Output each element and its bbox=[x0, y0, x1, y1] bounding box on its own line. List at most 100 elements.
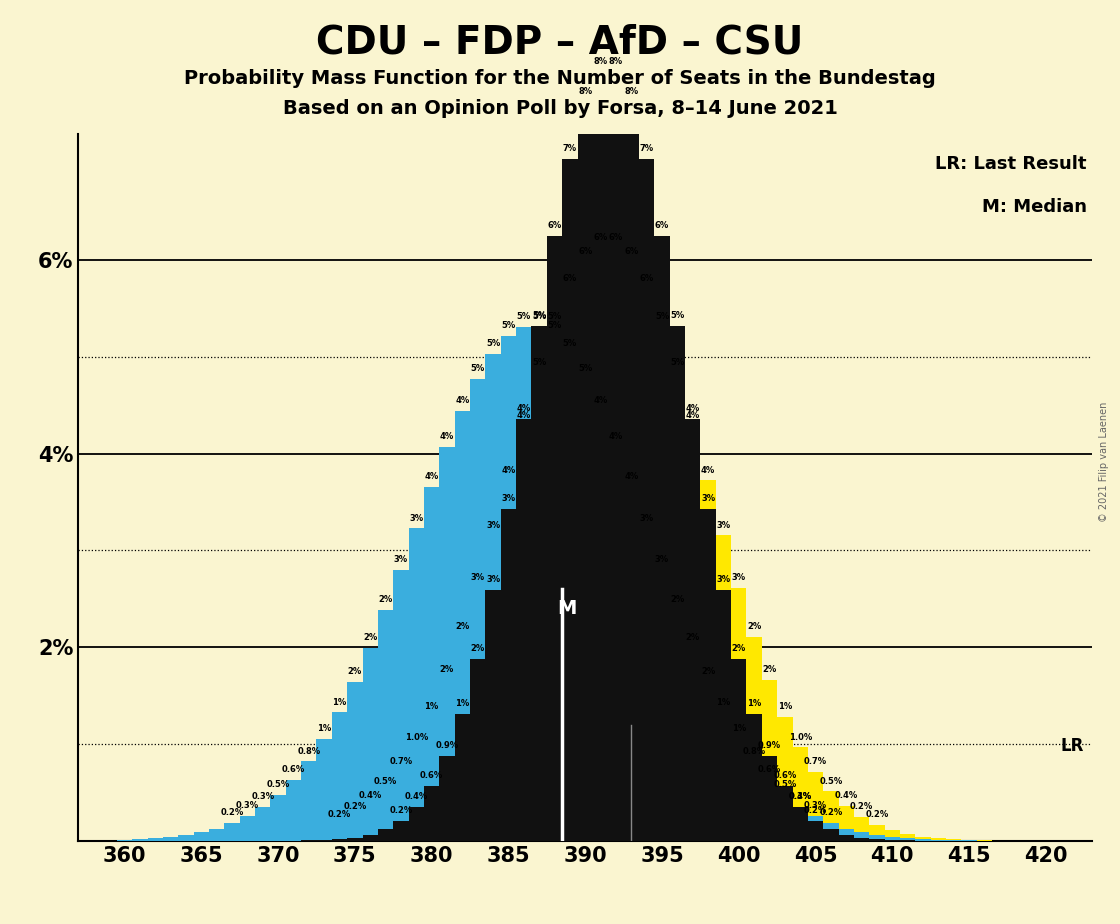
Text: 0.2%: 0.2% bbox=[850, 802, 874, 811]
Text: 0.2%: 0.2% bbox=[343, 802, 366, 811]
Text: 4%: 4% bbox=[455, 395, 469, 405]
Bar bbox=[746, 761, 762, 841]
Bar bbox=[547, 237, 562, 841]
Bar bbox=[409, 529, 424, 841]
Bar bbox=[255, 807, 270, 841]
Bar bbox=[915, 837, 931, 841]
Bar bbox=[685, 648, 700, 841]
Text: 0.2%: 0.2% bbox=[390, 806, 412, 815]
Bar bbox=[470, 588, 485, 841]
Bar bbox=[654, 570, 670, 841]
Text: 3%: 3% bbox=[502, 494, 515, 504]
Bar bbox=[470, 659, 485, 841]
Text: 2%: 2% bbox=[379, 595, 393, 604]
Text: 0.3%: 0.3% bbox=[804, 801, 828, 810]
Bar bbox=[501, 509, 516, 841]
Bar bbox=[685, 425, 700, 841]
Text: 5%: 5% bbox=[502, 321, 515, 330]
Bar bbox=[869, 825, 885, 841]
Bar bbox=[424, 786, 439, 841]
Bar bbox=[409, 807, 424, 841]
Bar bbox=[900, 834, 915, 841]
Bar bbox=[532, 373, 547, 841]
Bar bbox=[823, 792, 839, 841]
Bar bbox=[409, 748, 424, 841]
Bar bbox=[347, 682, 363, 841]
Text: 1.0%: 1.0% bbox=[404, 733, 428, 741]
Bar bbox=[485, 590, 501, 841]
Bar bbox=[301, 761, 317, 841]
Text: 4%: 4% bbox=[609, 432, 623, 442]
Bar bbox=[700, 682, 716, 841]
Bar bbox=[470, 379, 485, 841]
Text: 4%: 4% bbox=[594, 395, 608, 405]
Text: 4%: 4% bbox=[424, 472, 439, 481]
Bar bbox=[716, 590, 731, 841]
Bar bbox=[578, 262, 592, 841]
Text: 0.2%: 0.2% bbox=[328, 810, 351, 820]
Bar bbox=[485, 535, 501, 841]
Text: 4%: 4% bbox=[701, 466, 716, 475]
Bar bbox=[240, 816, 255, 841]
Bar bbox=[393, 570, 409, 841]
Bar bbox=[578, 379, 592, 841]
Bar bbox=[162, 837, 178, 841]
Bar bbox=[547, 336, 562, 841]
Text: 3%: 3% bbox=[640, 514, 654, 523]
Text: © 2021 Filip van Laenen: © 2021 Filip van Laenen bbox=[1099, 402, 1109, 522]
Bar bbox=[839, 834, 853, 841]
Bar bbox=[439, 756, 455, 841]
Text: 3%: 3% bbox=[470, 573, 485, 582]
Text: 0.3%: 0.3% bbox=[251, 792, 274, 801]
Text: 0.5%: 0.5% bbox=[267, 780, 290, 789]
Bar bbox=[132, 839, 148, 841]
Text: 0.5%: 0.5% bbox=[820, 777, 842, 785]
Bar bbox=[592, 249, 608, 841]
Bar bbox=[716, 712, 731, 841]
Bar bbox=[439, 680, 455, 841]
Bar bbox=[793, 807, 808, 841]
Bar bbox=[592, 410, 608, 841]
Text: 3%: 3% bbox=[701, 494, 716, 504]
Bar bbox=[853, 837, 869, 841]
Text: 2%: 2% bbox=[731, 644, 746, 653]
Bar bbox=[562, 159, 578, 841]
Text: LR: Last Result: LR: Last Result bbox=[935, 155, 1086, 173]
Bar bbox=[377, 830, 393, 841]
Text: 8%: 8% bbox=[594, 57, 608, 67]
Text: 0.7%: 0.7% bbox=[804, 758, 828, 766]
Bar bbox=[638, 529, 654, 841]
Text: 5%: 5% bbox=[578, 364, 592, 373]
Bar bbox=[808, 816, 823, 841]
Bar bbox=[808, 772, 823, 841]
Text: 3%: 3% bbox=[394, 555, 408, 564]
Bar bbox=[377, 610, 393, 841]
Bar bbox=[808, 821, 823, 841]
Bar bbox=[393, 821, 409, 841]
Text: 7%: 7% bbox=[562, 144, 577, 153]
Text: 2%: 2% bbox=[455, 622, 469, 631]
Bar bbox=[608, 72, 624, 841]
Text: 2%: 2% bbox=[470, 644, 485, 653]
Text: 5%: 5% bbox=[532, 359, 547, 368]
Text: 5%: 5% bbox=[470, 364, 485, 373]
Text: 3%: 3% bbox=[655, 555, 669, 564]
Bar bbox=[670, 373, 685, 841]
Text: 4%: 4% bbox=[685, 410, 700, 419]
Bar bbox=[793, 748, 808, 841]
Text: 1%: 1% bbox=[455, 699, 469, 708]
Bar bbox=[931, 838, 946, 841]
Text: 0.6%: 0.6% bbox=[420, 772, 444, 780]
Bar bbox=[731, 659, 746, 841]
Bar bbox=[377, 792, 393, 841]
Bar bbox=[317, 739, 332, 841]
Text: 5%: 5% bbox=[562, 339, 577, 347]
Text: LR: LR bbox=[1061, 737, 1084, 755]
Text: 6%: 6% bbox=[640, 274, 654, 283]
Bar bbox=[670, 610, 685, 841]
Text: 8%: 8% bbox=[609, 57, 623, 67]
Text: 6%: 6% bbox=[578, 248, 592, 256]
Text: 2%: 2% bbox=[347, 667, 362, 676]
Text: 2%: 2% bbox=[763, 665, 776, 674]
Text: 1%: 1% bbox=[777, 702, 792, 711]
